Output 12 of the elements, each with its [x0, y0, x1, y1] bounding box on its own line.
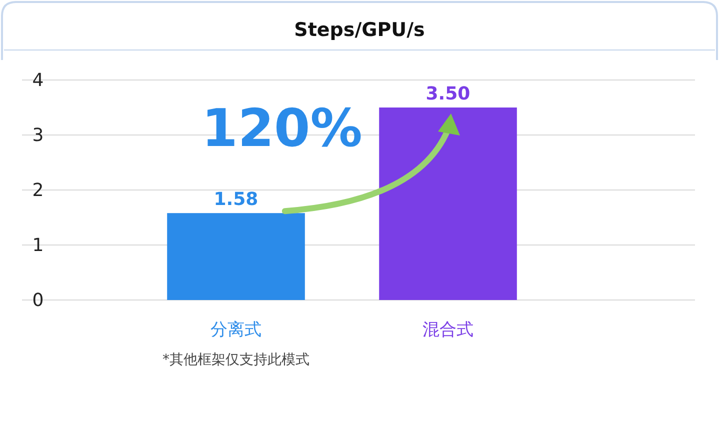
text: *其他框架仅支持此模式 — [162, 352, 310, 368]
y-tick-label: 3 — [32, 125, 44, 146]
y-tick-label: 0 — [32, 290, 44, 311]
data-label: 1.58 — [214, 189, 258, 210]
chart-title: Steps/GPU/s — [294, 19, 425, 41]
y-tick-label: 1 — [32, 235, 44, 256]
annotation: 120% — [202, 99, 362, 159]
y-tick-label: 4 — [32, 70, 44, 91]
data-label: 3.50 — [426, 84, 470, 104]
x-tick-label: 混合式 — [422, 320, 474, 340]
y-tick-label: 2 — [32, 180, 44, 201]
x-tick-label: 分离式 — [210, 320, 262, 340]
